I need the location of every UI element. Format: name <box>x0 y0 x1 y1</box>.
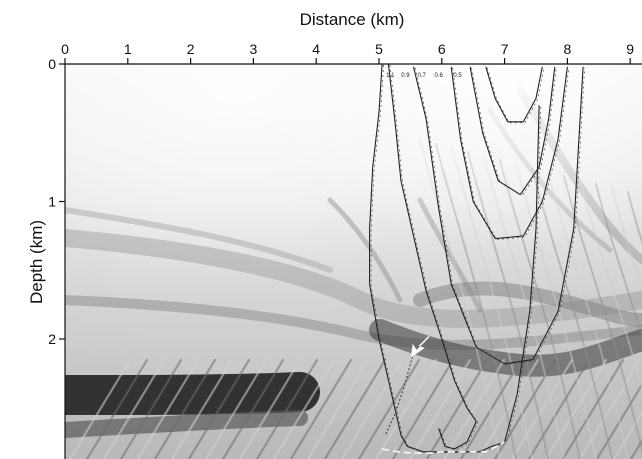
contour-level-label: 0.7 <box>418 73 427 79</box>
contour-line-7 <box>485 66 543 123</box>
contour-line-overlay-5 <box>452 67 570 240</box>
axes: 0 1 2 3 4 5 6 7 8 9 0 1 2 Distance (km) Depth (km) <box>27 10 642 459</box>
x-tick-label: 7 <box>501 41 509 57</box>
annotation-arrow <box>410 333 431 359</box>
plot-area: 1.1 0.9 0.7 0.6 0.5 <box>65 64 642 459</box>
x-axis-title: Distance (km) <box>300 10 405 29</box>
annotation-layer <box>410 333 431 359</box>
x-tick-label: 8 <box>564 41 572 57</box>
contour-line-4 <box>412 66 584 365</box>
x-tick-label: 4 <box>312 41 320 57</box>
contour-line-3 <box>387 64 477 450</box>
contour-line-5 <box>450 66 568 240</box>
contour-lines: 1.1 0.9 0.7 0.6 0.5 <box>369 64 585 455</box>
x-tick-label: 2 <box>187 41 195 57</box>
x-tick-label: 3 <box>250 41 258 57</box>
contour-line-overlay-1 <box>370 64 541 454</box>
x-tick-label: 9 <box>626 41 634 57</box>
x-tick-label: 5 <box>375 41 383 57</box>
y-tick-label: 1 <box>48 194 56 210</box>
contour-level-label: 0.5 <box>453 73 462 79</box>
y-ticks: 0 1 2 <box>48 56 65 347</box>
contour-level-label: 0.6 <box>434 73 443 79</box>
y-tick-label: 2 <box>48 331 56 347</box>
y-tick-label: 0 <box>48 56 56 72</box>
x-ticks: 0 1 2 3 4 5 6 7 8 9 <box>61 41 634 64</box>
x-tick-label: 6 <box>438 41 446 57</box>
x-tick-label: 1 <box>124 41 132 57</box>
contour-line-2 <box>381 441 506 455</box>
contour-level-label: 1.1 <box>386 73 395 79</box>
contour-line-overlay-4 <box>414 67 585 366</box>
x-tick-label: 0 <box>61 41 69 57</box>
contour-level-label: 0.9 <box>401 73 410 79</box>
y-axis-title: Depth (km) <box>27 220 46 304</box>
contour-line-1 <box>369 64 540 453</box>
contour-line-8 <box>384 352 414 436</box>
contour-line-overlay-6 <box>471 67 557 197</box>
